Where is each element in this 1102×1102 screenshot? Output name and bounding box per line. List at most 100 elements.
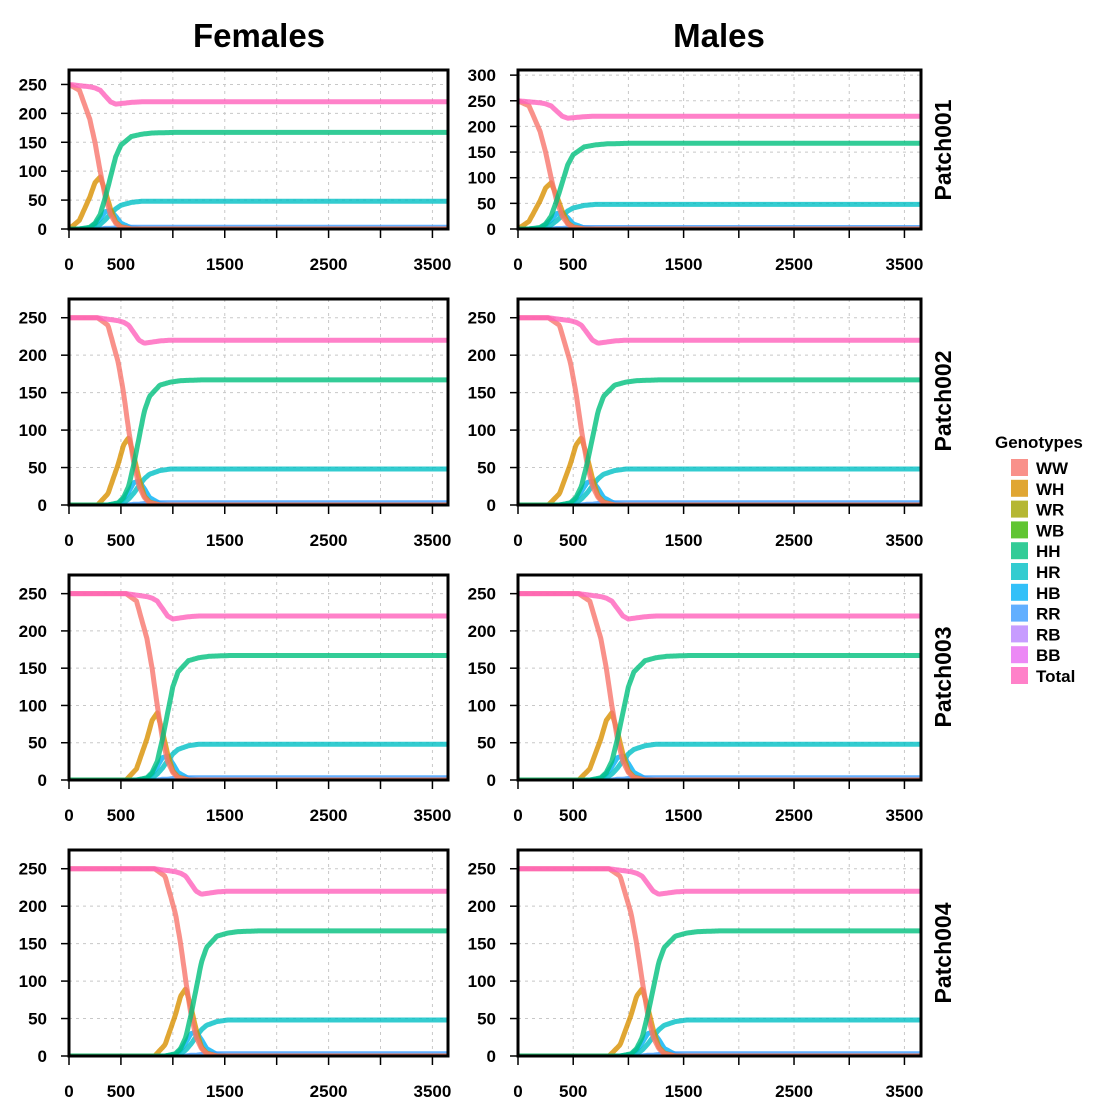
series-line-total [69, 82, 448, 107]
y-tick-label: 200 [19, 622, 47, 641]
legend-swatch [1011, 625, 1028, 643]
y-tick-label: 50 [477, 1010, 496, 1029]
x-tick-label: 0 [513, 531, 522, 550]
x-tick-label: 3500 [414, 806, 452, 825]
y-axis: 0 50 100 150 200 250 [468, 309, 518, 515]
y-tick-label: 50 [28, 1010, 47, 1029]
y-axis: 0 50 100 150 200 250 [19, 75, 69, 239]
y-tick-label: 100 [19, 972, 47, 991]
legend-swatch [1011, 583, 1028, 601]
y-axis: 0 50 100 150 200 250 [468, 860, 518, 1066]
series-line-ww [518, 98, 921, 229]
legend-item-wh: WH [1011, 479, 1064, 499]
y-tick-label: 50 [477, 734, 496, 753]
legend-swatch [1011, 604, 1028, 622]
y-tick-label: 200 [468, 117, 496, 136]
y-tick-label: 200 [468, 346, 496, 365]
x-tick-label: 500 [559, 255, 587, 274]
x-tick-label: 0 [513, 1082, 522, 1101]
y-tick-label: 150 [19, 659, 47, 678]
x-axis: 0 500 1500 2500 3500 [64, 1056, 451, 1101]
y-tick-label: 50 [28, 459, 47, 478]
legend-swatch [1011, 459, 1028, 476]
series-line-wh [69, 710, 448, 780]
x-tick-label: 500 [107, 531, 135, 550]
series-line-hh [518, 653, 921, 780]
x-tick-label: 500 [107, 1082, 135, 1101]
legend-swatch [1011, 479, 1028, 497]
y-tick-label: 50 [28, 734, 47, 753]
row-label-patch003: Patch003 [930, 626, 956, 727]
panel-frame [67, 573, 450, 782]
legend-swatch [1011, 563, 1028, 580]
y-tick-label: 150 [19, 133, 47, 152]
x-axis: 0 500 1500 2500 3500 [513, 505, 923, 550]
x-tick-label: 500 [107, 255, 135, 274]
legend-item-ww: WW [1011, 459, 1069, 478]
x-axis: 0 500 1500 2500 3500 [513, 229, 923, 274]
x-tick-label: 500 [559, 806, 587, 825]
y-tick-label: 250 [19, 75, 47, 94]
series-group [69, 315, 448, 505]
series-line-hh [518, 377, 921, 505]
legend-label: HR [1036, 563, 1061, 582]
series-line-total [518, 98, 921, 121]
series-line-hr [69, 1017, 448, 1056]
series-line-hr [518, 1017, 921, 1056]
x-tick-label: 500 [107, 806, 135, 825]
row-label-patch004: Patch004 [930, 902, 956, 1003]
legend-label: RB [1036, 625, 1061, 644]
panel-patch002-males: 0 500 1500 2500 3500 0 50 100 150 200 250 [468, 297, 923, 550]
y-tick-label: 100 [468, 972, 496, 991]
x-tick-label: 1500 [206, 806, 244, 825]
y-tick-label: 100 [19, 162, 47, 181]
legend-item-wb: WB [1011, 521, 1064, 540]
y-axis: 0 50 100 150 200 250 [468, 585, 518, 790]
series-line-hb [518, 478, 921, 505]
legend-label: WH [1036, 480, 1064, 499]
panel-frame [516, 848, 923, 1058]
series-line-ww [69, 315, 448, 505]
y-tick-label: 300 [468, 66, 496, 85]
x-tick-label: 3500 [414, 255, 452, 274]
y-axis: 0 50 100 150 200 250 [19, 309, 69, 515]
panel-patch004-females: 0 500 1500 2500 3500 0 50 100 150 200 250 [19, 848, 451, 1101]
legend-item-wr: WR [1011, 501, 1064, 520]
x-axis: 0 500 1500 2500 3500 [64, 229, 451, 274]
series-line-hr [518, 201, 921, 229]
y-tick-label: 0 [38, 496, 47, 515]
y-tick-label: 50 [477, 194, 496, 213]
x-tick-label: 3500 [886, 1082, 924, 1101]
y-tick-label: 100 [19, 421, 47, 440]
series-line-hr [69, 466, 448, 505]
legend-label: Total [1036, 667, 1075, 686]
panel-frame [67, 848, 450, 1058]
series-line-hh [518, 140, 921, 229]
series-line-ww [69, 866, 448, 1056]
y-tick-label: 0 [38, 220, 47, 239]
x-tick-label: 0 [64, 255, 73, 274]
y-tick-label: 0 [487, 220, 496, 239]
y-tick-label: 100 [468, 696, 496, 715]
x-tick-label: 1500 [665, 531, 703, 550]
legend-swatch [1011, 667, 1028, 684]
x-tick-label: 1500 [206, 255, 244, 274]
grid [68, 850, 448, 1057]
series-line-hr [518, 741, 921, 780]
x-tick-label: 0 [513, 255, 522, 274]
panel-frame [67, 297, 450, 507]
x-tick-label: 0 [513, 806, 522, 825]
y-tick-label: 50 [477, 459, 496, 478]
x-tick-label: 2500 [310, 531, 348, 550]
series-line-total [69, 866, 448, 897]
x-axis: 0 500 1500 2500 3500 [64, 505, 451, 550]
x-tick-label: 2500 [310, 1082, 348, 1101]
legend-label: BB [1036, 646, 1061, 665]
series-line-hb [69, 478, 448, 505]
series-line-hh [69, 653, 448, 780]
x-tick-label: 3500 [414, 1082, 452, 1101]
x-tick-label: 2500 [775, 531, 813, 550]
x-tick-label: 1500 [665, 1082, 703, 1101]
x-tick-label: 3500 [414, 531, 452, 550]
